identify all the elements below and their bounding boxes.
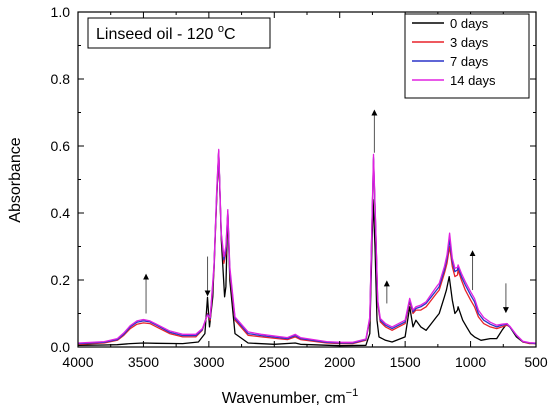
x-tick-label: 3500 (128, 354, 159, 370)
series-layer (78, 148, 536, 347)
x-tick-label: 3000 (193, 354, 224, 370)
series-line-7-days (78, 150, 536, 345)
x-tick-label: 1000 (455, 354, 486, 370)
y-axis-title: Absorbance (7, 137, 24, 222)
y-tick-label: 0.8 (51, 71, 71, 87)
y-tick-label: 1.0 (51, 4, 71, 20)
series-line-0-days (78, 150, 536, 347)
legend-box (404, 13, 530, 99)
series-line-3-days (78, 152, 536, 345)
x-axis-title-sup: −1 (346, 387, 359, 399)
series-line-14-days (78, 148, 536, 344)
y-tick-label: 0.2 (51, 272, 71, 288)
tick-layer: 4000 3500 3000 2500 2000 1500 1000 500 0.0 0.2 0.4… (51, 4, 548, 370)
annotation-layer (143, 109, 509, 314)
x-axis-title-text: Wavenumber, cm (222, 390, 346, 407)
x-tick-label: 500 (524, 354, 548, 370)
legend-label-7-days: 7 days (450, 54, 489, 69)
legend-label-0-days: 0 days (450, 16, 489, 31)
legend-label-14-days: 14 days (450, 73, 496, 88)
legend: 0 days 3 days 7 days 14 days (404, 13, 530, 99)
chart-title-unit: C (224, 26, 236, 43)
x-tick-label: 1500 (390, 354, 421, 370)
y-tick-label: 0.6 (51, 138, 71, 154)
chart-title-main: Linseed oil - 120 (96, 26, 218, 43)
title-box (87, 17, 271, 49)
chart-title: Linseed oil - 120 oC (96, 23, 236, 43)
x-tick-label: 4000 (62, 354, 93, 370)
x-tick-label: 2000 (324, 354, 355, 370)
chart-title-degree: o (218, 23, 224, 35)
legend-label-3-days: 3 days (450, 35, 489, 50)
x-tick-label: 2500 (259, 354, 290, 370)
y-tick-label: 0.4 (51, 205, 71, 221)
y-tick-label: 0.0 (51, 339, 71, 355)
x-axis-title: Wavenumber, cm−1 (222, 387, 358, 407)
